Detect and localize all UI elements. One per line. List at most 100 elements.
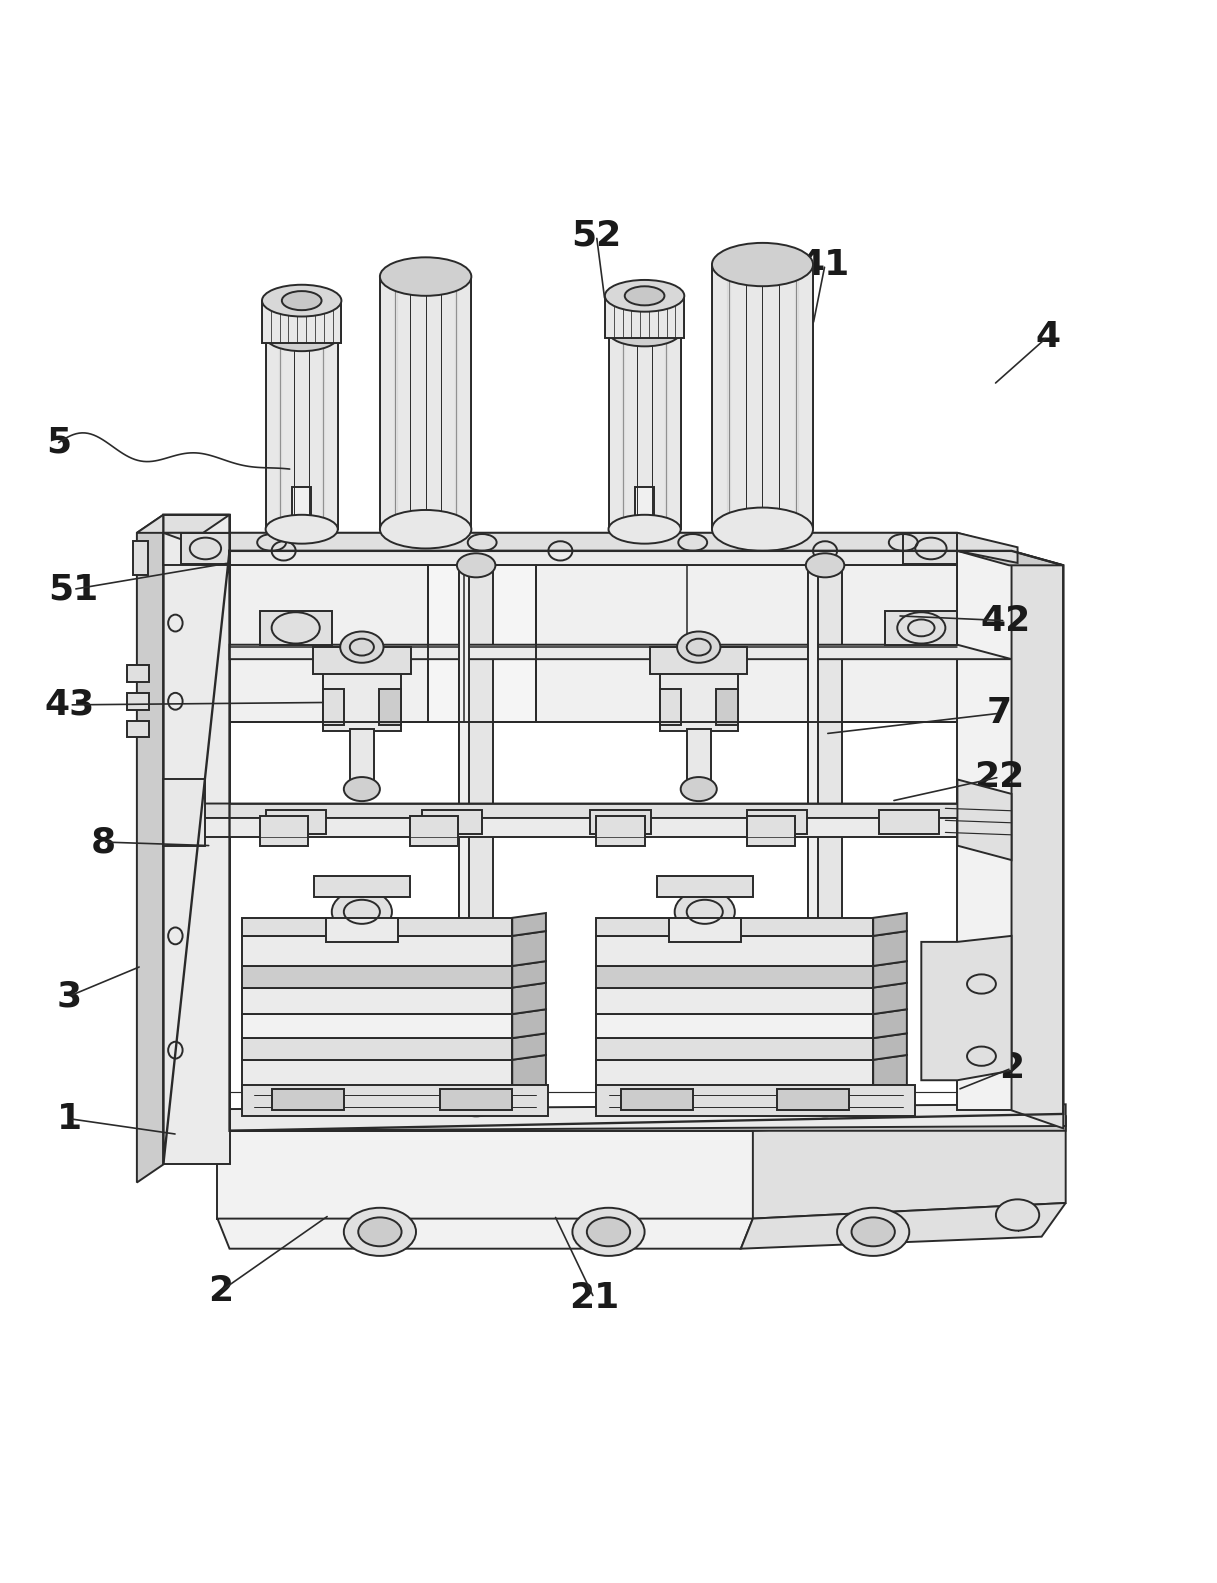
- Bar: [422, 809, 482, 834]
- Polygon shape: [753, 1116, 1066, 1219]
- Bar: [323, 689, 344, 725]
- Ellipse shape: [806, 1092, 845, 1116]
- Ellipse shape: [837, 1208, 909, 1255]
- Bar: [265, 809, 326, 834]
- Bar: [241, 966, 512, 988]
- Polygon shape: [512, 1010, 546, 1038]
- Bar: [668, 918, 741, 942]
- Ellipse shape: [282, 291, 321, 310]
- Bar: [596, 936, 873, 966]
- Polygon shape: [512, 931, 546, 966]
- Bar: [441, 1089, 512, 1110]
- Ellipse shape: [806, 554, 845, 578]
- Bar: [596, 1015, 873, 1038]
- Bar: [128, 720, 148, 738]
- Polygon shape: [873, 1034, 907, 1059]
- Ellipse shape: [712, 242, 813, 287]
- Ellipse shape: [677, 632, 720, 663]
- Polygon shape: [218, 1219, 753, 1249]
- Text: 42: 42: [981, 603, 1031, 638]
- Bar: [459, 565, 469, 1105]
- Bar: [459, 565, 493, 1105]
- Polygon shape: [163, 533, 958, 565]
- Bar: [313, 647, 410, 674]
- Ellipse shape: [674, 890, 735, 934]
- Polygon shape: [537, 565, 958, 722]
- Ellipse shape: [332, 890, 392, 934]
- Bar: [259, 815, 308, 845]
- Bar: [128, 693, 148, 709]
- Bar: [596, 918, 873, 936]
- Bar: [262, 301, 342, 344]
- Bar: [128, 665, 148, 682]
- Bar: [879, 809, 940, 834]
- Polygon shape: [136, 514, 230, 533]
- Bar: [380, 689, 400, 725]
- Polygon shape: [873, 983, 907, 1015]
- Text: 41: 41: [800, 247, 851, 282]
- Text: 52: 52: [571, 218, 622, 253]
- Polygon shape: [921, 936, 1011, 1080]
- Polygon shape: [873, 931, 907, 966]
- Bar: [596, 966, 873, 988]
- Polygon shape: [958, 779, 1011, 860]
- Bar: [650, 647, 747, 674]
- Bar: [596, 988, 873, 1015]
- Polygon shape: [512, 961, 546, 988]
- Bar: [657, 875, 753, 898]
- Ellipse shape: [587, 1217, 630, 1246]
- Ellipse shape: [572, 1208, 645, 1255]
- Polygon shape: [230, 533, 1017, 564]
- Ellipse shape: [344, 777, 380, 801]
- Bar: [265, 337, 338, 529]
- Bar: [271, 1089, 344, 1110]
- Bar: [241, 1038, 512, 1059]
- Bar: [621, 1089, 692, 1110]
- Bar: [808, 565, 842, 1105]
- Polygon shape: [741, 1203, 1066, 1249]
- Polygon shape: [512, 1034, 546, 1059]
- Polygon shape: [1011, 551, 1064, 1129]
- Ellipse shape: [262, 285, 342, 317]
- Bar: [349, 728, 374, 792]
- Bar: [660, 689, 682, 725]
- Text: 4: 4: [1036, 320, 1060, 353]
- Bar: [596, 815, 645, 845]
- Bar: [596, 1059, 873, 1089]
- Bar: [241, 1015, 512, 1038]
- Polygon shape: [873, 1054, 907, 1089]
- Bar: [410, 815, 458, 845]
- Polygon shape: [241, 1084, 549, 1116]
- Ellipse shape: [265, 514, 338, 543]
- Bar: [241, 988, 512, 1015]
- Text: 8: 8: [90, 825, 116, 860]
- Ellipse shape: [341, 632, 383, 663]
- Bar: [181, 533, 230, 564]
- Bar: [635, 488, 655, 533]
- Bar: [686, 728, 711, 792]
- Text: 2: 2: [999, 1051, 1023, 1086]
- Bar: [596, 1038, 873, 1059]
- Ellipse shape: [624, 287, 664, 306]
- Bar: [660, 662, 738, 731]
- Ellipse shape: [852, 1217, 894, 1246]
- Polygon shape: [512, 1054, 546, 1089]
- Bar: [326, 918, 398, 942]
- Bar: [776, 1089, 849, 1110]
- Bar: [716, 689, 738, 725]
- Text: 43: 43: [44, 689, 95, 722]
- Bar: [314, 875, 410, 898]
- Ellipse shape: [380, 510, 471, 548]
- Text: 22: 22: [975, 760, 1025, 795]
- Polygon shape: [512, 913, 546, 936]
- Bar: [608, 332, 680, 529]
- Bar: [747, 809, 807, 834]
- Bar: [241, 918, 512, 936]
- Ellipse shape: [265, 323, 338, 351]
- Polygon shape: [885, 611, 958, 644]
- Polygon shape: [873, 1010, 907, 1038]
- Polygon shape: [163, 514, 230, 1165]
- Polygon shape: [218, 1130, 753, 1219]
- Polygon shape: [873, 961, 907, 988]
- Bar: [134, 541, 147, 575]
